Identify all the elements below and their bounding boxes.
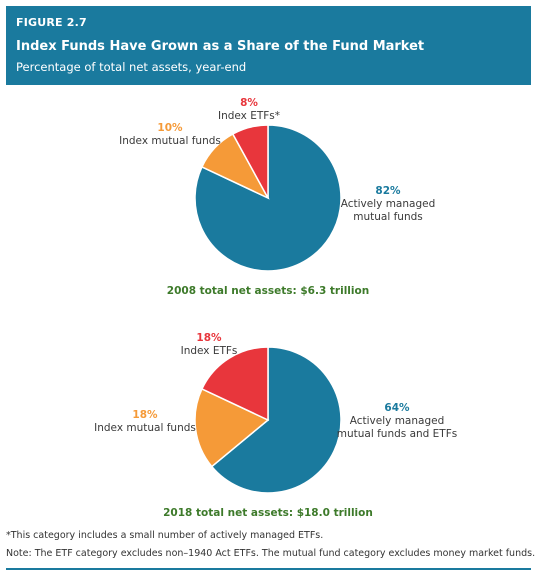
figure-label: FIGURE 2.7 [16, 16, 87, 29]
pie-charts: 8%Index ETFs*10%Index mutual funds82%Act… [94, 97, 457, 519]
pie-slice-index-mutual-funds [194, 387, 270, 468]
slice-category-label: Index mutual funds [119, 135, 221, 147]
slice-category-label: Actively managed [341, 198, 436, 210]
pie-chart-1: 8%Index ETFs* 10%Index mutual funds 82%Act… [119, 97, 435, 297]
total-net-assets-caption: 2018 total net assets: $18.0 trillion [163, 507, 373, 519]
figure-header: FIGURE 2.7 Index Funds Have Grown as a S… [6, 6, 531, 85]
slice-category-label: mutual funds and ETFs [337, 428, 457, 440]
total-net-assets-caption: 2008 total net assets: $6.3 trillion [167, 285, 369, 297]
slice-pct-label: 18% [132, 409, 158, 421]
figure-subtitle: Percentage of total net assets, year-end [16, 60, 247, 74]
slice-pct-label: 10% [157, 122, 183, 134]
pie-slice-actively-managed [210, 346, 342, 494]
slice-pct-label: 8% [240, 97, 258, 109]
pie-slice-index-etfs [231, 124, 269, 199]
figure-title: Index Funds Have Grown as a Share of the… [16, 39, 425, 54]
slice-category-label: mutual funds [353, 211, 423, 223]
slice-pct-label: 18% [196, 332, 222, 344]
footnote-asterisk: *This category includes a small number o… [6, 530, 324, 541]
slice-category-label: Index mutual funds [94, 422, 196, 434]
bottom-rule [6, 568, 531, 570]
footnote-note: Note: The ETF category excludes non–1940… [6, 548, 536, 559]
pie-slice-index-etfs [200, 346, 269, 422]
slice-category-label: Index ETFs* [218, 110, 280, 122]
slice-pct-label: 82% [375, 185, 401, 197]
slice-category-label: Index ETFs [181, 345, 238, 357]
slice-pct-label: 64% [384, 402, 410, 414]
slice-category-label: Actively managed [350, 415, 445, 427]
